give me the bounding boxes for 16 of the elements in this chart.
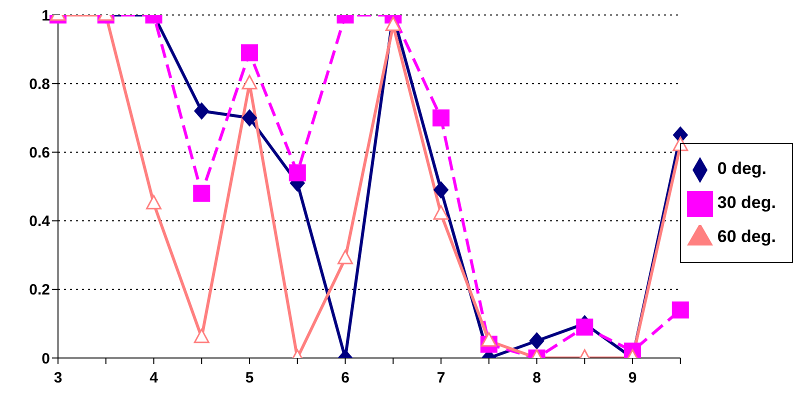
y-tick-label: 0.2	[29, 282, 50, 299]
x-tick-label: 9	[628, 370, 637, 387]
legend-label: 60 deg.	[717, 227, 776, 246]
legend-label: 30 deg.	[717, 193, 776, 212]
y-tick-label: 1	[42, 7, 50, 24]
x-tick-label: 7	[436, 370, 446, 387]
x-tick-label: 8	[532, 370, 541, 387]
legend-label: 0 deg.	[717, 159, 767, 178]
y-tick-label: 0	[42, 350, 50, 368]
x-tick-label: 4	[150, 370, 159, 387]
y-tick-label: 0.6	[29, 144, 50, 162]
x-tick-label: 6	[341, 370, 350, 387]
y-tick-label: 0.8	[29, 76, 50, 93]
x-tick-label: 5	[245, 370, 254, 387]
y-tick-label: 0.4	[29, 213, 51, 230]
x-tick-label: 3	[54, 370, 62, 387]
